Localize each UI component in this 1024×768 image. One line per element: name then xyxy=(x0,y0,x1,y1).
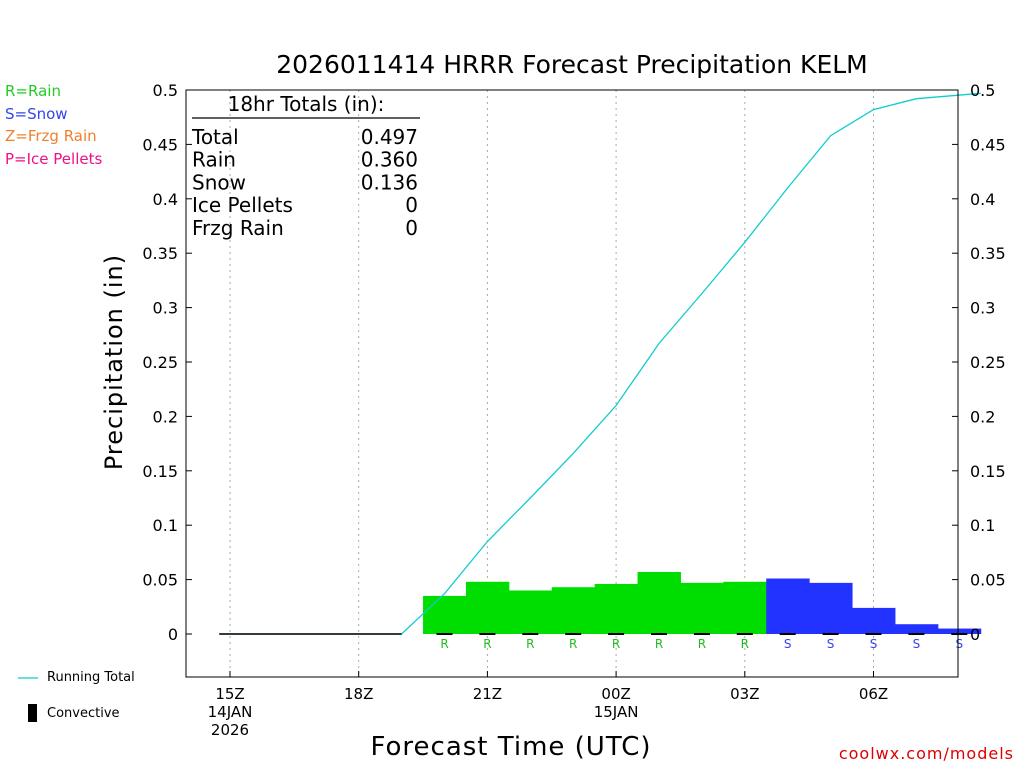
x-tick-label: 2026 xyxy=(211,721,249,739)
x-tick-label: 06Z xyxy=(859,685,888,703)
y-tick-label-left: 0.1 xyxy=(153,516,178,535)
precip-type-code: S xyxy=(870,637,878,651)
legend-rain: R=Rain xyxy=(5,82,61,100)
legend-running-total: Running Total xyxy=(47,670,135,685)
snow-bar xyxy=(894,624,939,634)
legend-snow: S=Snow xyxy=(5,105,68,123)
precip-type-code: R xyxy=(526,637,534,651)
totals-row-value: 0.497 xyxy=(361,125,418,149)
precip-type-code: R xyxy=(569,637,577,651)
x-tick-label: 00Z xyxy=(601,685,630,703)
rain-bar xyxy=(423,595,467,634)
totals-row-value: 0.360 xyxy=(361,148,418,172)
y-tick-label-right: 0.05 xyxy=(970,571,1006,590)
legend-convective: Convective xyxy=(47,706,120,721)
convective-swatch xyxy=(28,704,37,722)
y-tick-label-right: 0.3 xyxy=(970,299,995,318)
totals-row-label: Rain xyxy=(192,148,236,172)
precip-type-code: R xyxy=(612,637,620,651)
axes-layer: 0 00.05 0.050.1 0.10.15 0.150.2 0.20.25 0.250.… xyxy=(142,81,1005,739)
y-tick-label-right: 0.45 xyxy=(970,135,1006,154)
rain-bar xyxy=(465,581,510,634)
x-tick-label: 15JAN xyxy=(594,703,639,721)
rain-bar xyxy=(637,571,681,634)
y-tick-label-right: 0.35 xyxy=(970,244,1006,263)
precip-type-code: S xyxy=(784,637,792,651)
y-axis-label: Precipitation (in) xyxy=(100,253,128,471)
running-total-layer xyxy=(219,92,981,635)
x-tick-label: 21Z xyxy=(473,685,502,703)
precip-type-code: R xyxy=(483,637,491,651)
site-credit: coolwx.com/models xyxy=(838,744,1014,763)
rain-bar xyxy=(723,581,767,634)
y-tick-label-right: 0.2 xyxy=(970,407,995,426)
y-tick-label-left: 0.25 xyxy=(142,353,178,372)
y-tick-label-right: 0 xyxy=(970,625,980,644)
x-tick-label: 15Z xyxy=(215,685,244,703)
y-tick-label-right: 0.1 xyxy=(970,516,995,535)
y-tick-label-left: 0.05 xyxy=(142,571,178,590)
legend-ice-pellets: P=Ice Pellets xyxy=(5,150,103,168)
precip-type-code: S xyxy=(913,637,921,651)
x-tick-label: 14JAN xyxy=(208,703,253,721)
x-axis-label: Forecast Time (UTC) xyxy=(370,732,652,762)
totals-row-label: Ice Pellets xyxy=(192,193,293,217)
rain-bar xyxy=(508,590,553,634)
y-tick-label-right: 0.4 xyxy=(970,190,995,209)
y-tick-label-right: 0.25 xyxy=(970,353,1006,372)
y-tick-label-left: 0.5 xyxy=(153,81,178,100)
precip-type-code: R xyxy=(655,637,663,651)
plot-frame xyxy=(185,89,959,678)
totals-header: 18hr Totals (in): xyxy=(228,92,385,116)
snow-bar xyxy=(937,628,982,634)
rain-bar xyxy=(680,582,724,634)
totals-row-label: Total xyxy=(191,125,239,149)
running-total-line xyxy=(219,92,981,635)
chart-title: 2026011414 HRRR Forecast Precipitation K… xyxy=(276,50,868,79)
snow-bar xyxy=(852,607,896,634)
totals-row-value: 0 xyxy=(405,216,418,240)
y-tick-label-right: 0.15 xyxy=(970,462,1006,481)
totals-row-label: Frzg Rain xyxy=(192,216,284,240)
totals-box: 18hr Totals (in): Total 0.497 Rain 0.360 Snow… xyxy=(191,92,420,240)
x-tick-label: 18Z xyxy=(344,685,373,703)
gridlines xyxy=(229,90,874,677)
totals-row-value: 0 xyxy=(405,193,418,217)
y-tick-label-left: 0 xyxy=(168,625,178,644)
totals-row-value: 0.136 xyxy=(361,170,418,194)
precip-type-code: R xyxy=(741,637,749,651)
precip-type-code: S xyxy=(955,637,963,651)
precip-type-code: R xyxy=(698,637,706,651)
y-tick-label-left: 0.3 xyxy=(153,299,178,318)
x-tick-label: 03Z xyxy=(730,685,759,703)
rain-bar xyxy=(594,583,639,634)
y-tick-label-left: 0.35 xyxy=(142,244,178,263)
totals-row-label: Snow xyxy=(192,170,246,194)
y-tick-label-left: 0.4 xyxy=(153,190,178,209)
y-tick-label-left: 0.2 xyxy=(153,407,178,426)
legend-freezing-rain: Z=Frzg Rain xyxy=(5,127,97,145)
y-tick-label-left: 0.15 xyxy=(142,462,178,481)
snow-bar xyxy=(809,582,853,634)
y-tick-label-left: 0.45 xyxy=(142,135,178,154)
bottom-legend-marks xyxy=(18,677,38,722)
y-tick-label-right: 0.5 xyxy=(970,81,995,100)
precip-type-code: S xyxy=(827,637,835,651)
snow-bar xyxy=(766,578,810,634)
precip-type-code: R xyxy=(440,637,448,651)
rain-bar xyxy=(551,587,596,634)
